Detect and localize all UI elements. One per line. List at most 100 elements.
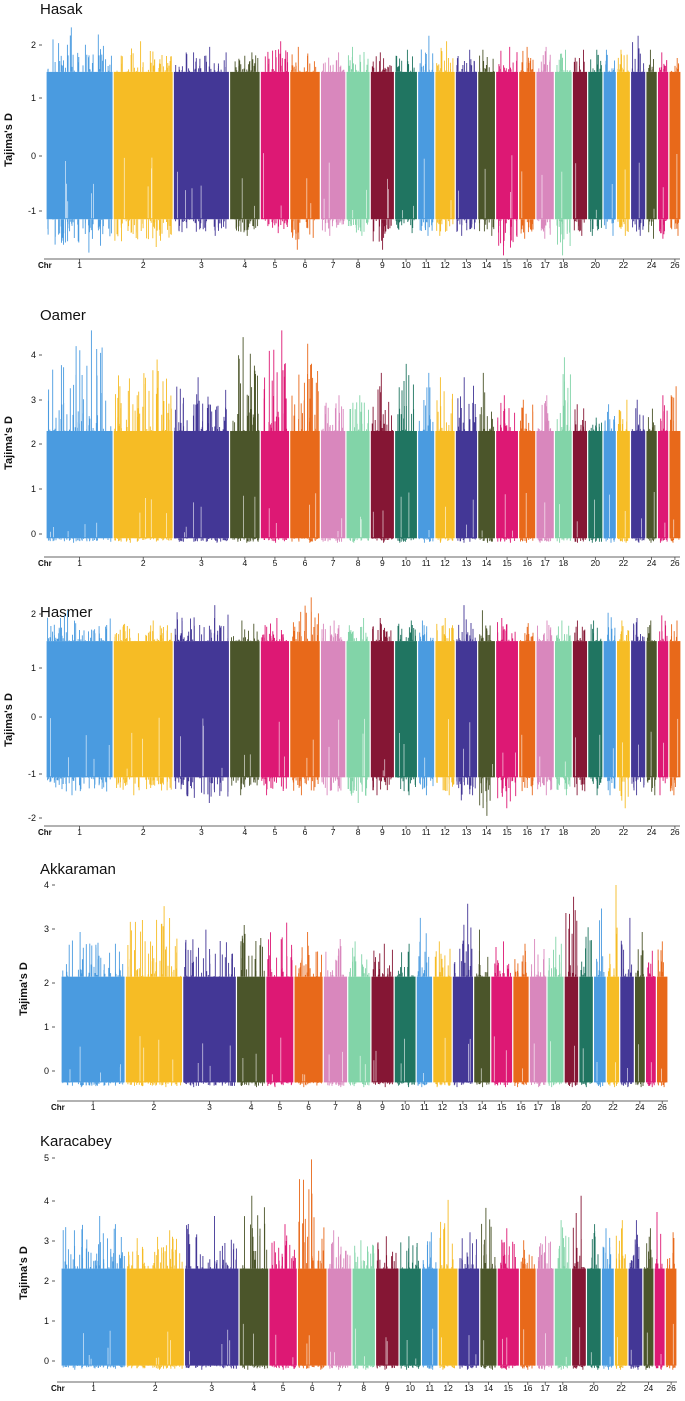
chromosome-band xyxy=(646,71,657,220)
chromosome-band xyxy=(320,641,346,778)
chromosome-band xyxy=(113,430,173,539)
chromosome-spikes xyxy=(588,417,602,543)
chromosome-24-track xyxy=(646,408,657,543)
chromosome-4-track xyxy=(239,1195,269,1370)
chromosome-19-track xyxy=(564,896,579,1088)
chromosome-spikes xyxy=(659,52,668,239)
chromosome-band xyxy=(564,976,579,1083)
chromosome-10-track xyxy=(395,363,417,543)
chromosome-band xyxy=(617,430,630,539)
chromosome-spikes xyxy=(572,1195,586,1370)
chromosome-2-track xyxy=(125,906,183,1088)
x-tick-label: 20 xyxy=(591,827,601,837)
chromosome-6-track xyxy=(294,932,323,1088)
chromosome-spikes xyxy=(620,917,633,1088)
chromosome-gap xyxy=(400,492,410,538)
chromosome-2-track xyxy=(113,359,173,543)
chromosome-band xyxy=(474,976,491,1083)
chromosome-spikes xyxy=(574,404,586,543)
chromosome-band xyxy=(572,71,588,220)
chromosome-band xyxy=(458,1268,480,1366)
chromosome-gap xyxy=(306,739,314,777)
chromosome-gap xyxy=(502,752,516,777)
x-tick-label: 12 xyxy=(440,827,450,837)
chromosome-14-track xyxy=(478,372,495,543)
chromosome-1-track xyxy=(46,27,113,253)
chromosome-gap xyxy=(123,157,153,219)
chromosome-band xyxy=(418,641,435,778)
chromosome-5-track xyxy=(260,41,290,234)
x-tick-label: 24 xyxy=(644,1383,654,1393)
x-tick-label: 3 xyxy=(209,1383,214,1393)
chromosome-band xyxy=(513,976,529,1083)
chromosome-spikes xyxy=(500,1228,516,1370)
y-axis-label: Tajima's D xyxy=(3,416,15,470)
chromosome-band xyxy=(478,641,495,778)
chromosome-band xyxy=(46,430,113,539)
x-tick-label: 26 xyxy=(657,1102,667,1112)
chromosome-12-track xyxy=(435,41,455,236)
x-axis-prefix: Chr xyxy=(51,1103,65,1112)
chromosome-band xyxy=(433,976,452,1083)
chromosome-8-track xyxy=(346,395,370,543)
chromosome-10-track xyxy=(395,620,417,796)
panel-title: Hasak xyxy=(40,1,83,18)
chromosome-17-track xyxy=(536,395,554,543)
chromosome-spikes xyxy=(372,618,392,796)
chromosome-band xyxy=(61,1268,126,1366)
chromosome-band xyxy=(435,641,455,778)
chromosome-15-track xyxy=(497,1228,519,1370)
chromosome-band xyxy=(348,976,371,1083)
chromosome-band xyxy=(620,976,634,1083)
chromosome-spikes xyxy=(291,46,317,250)
chromosome-20-track xyxy=(588,417,603,543)
y-tick-label: 1 xyxy=(44,1022,49,1032)
chromosome-band xyxy=(643,1268,654,1366)
chromosome-25-track xyxy=(657,52,669,239)
chromosome-gap xyxy=(197,1043,231,1082)
chromosome-band xyxy=(395,430,417,539)
x-tick-label: 12 xyxy=(443,1383,453,1393)
chromosome-band xyxy=(290,430,320,539)
chromosome-7-track xyxy=(320,620,346,796)
chromosome-5-track xyxy=(260,330,290,543)
y-tick-label: 3 xyxy=(31,395,36,405)
x-tick-label: 20 xyxy=(589,1383,599,1393)
chromosome-spikes xyxy=(644,1228,653,1370)
chromosome-band xyxy=(455,71,478,220)
chromosome-gap xyxy=(406,1340,417,1365)
x-tick-label: 4 xyxy=(243,827,248,837)
chromosome-21-track xyxy=(594,908,606,1088)
chromosome-spikes xyxy=(185,1216,237,1370)
chromosome-band xyxy=(572,430,588,539)
chromosome-band xyxy=(480,1268,497,1366)
x-tick-label: 12 xyxy=(440,260,450,270)
chromosome-spikes xyxy=(635,932,644,1088)
chromosome-18-track xyxy=(554,357,572,543)
chromosome-band xyxy=(657,71,669,220)
chromosome-18-track xyxy=(547,936,564,1088)
chromosome-gap xyxy=(69,1046,121,1082)
x-tick-label: 2 xyxy=(141,558,146,568)
chromosome-gap xyxy=(352,189,367,219)
chromosome-spikes xyxy=(590,620,602,796)
chromosome-1-track xyxy=(61,1216,126,1370)
x-tick-label: 12 xyxy=(438,1102,448,1112)
chromosome-spikes xyxy=(659,395,668,543)
chromosome-14-track xyxy=(474,929,491,1088)
chromosome-band xyxy=(370,430,394,539)
chromosome-band xyxy=(606,976,620,1083)
chromosome-gap xyxy=(271,1037,282,1082)
chromosome-spikes xyxy=(669,620,678,796)
x-tick-label: 6 xyxy=(303,827,308,837)
chromosome-band xyxy=(554,641,572,778)
chromosome-gap xyxy=(399,733,405,777)
chromosome-band xyxy=(478,430,495,539)
x-tick-label: 18 xyxy=(559,558,569,568)
chromosome-spikes xyxy=(520,46,534,239)
chromosome-band xyxy=(327,1268,352,1366)
chromosome-spikes xyxy=(666,1232,676,1370)
chromosome-22-track xyxy=(606,885,620,1088)
chromosome-12-track xyxy=(435,618,455,796)
